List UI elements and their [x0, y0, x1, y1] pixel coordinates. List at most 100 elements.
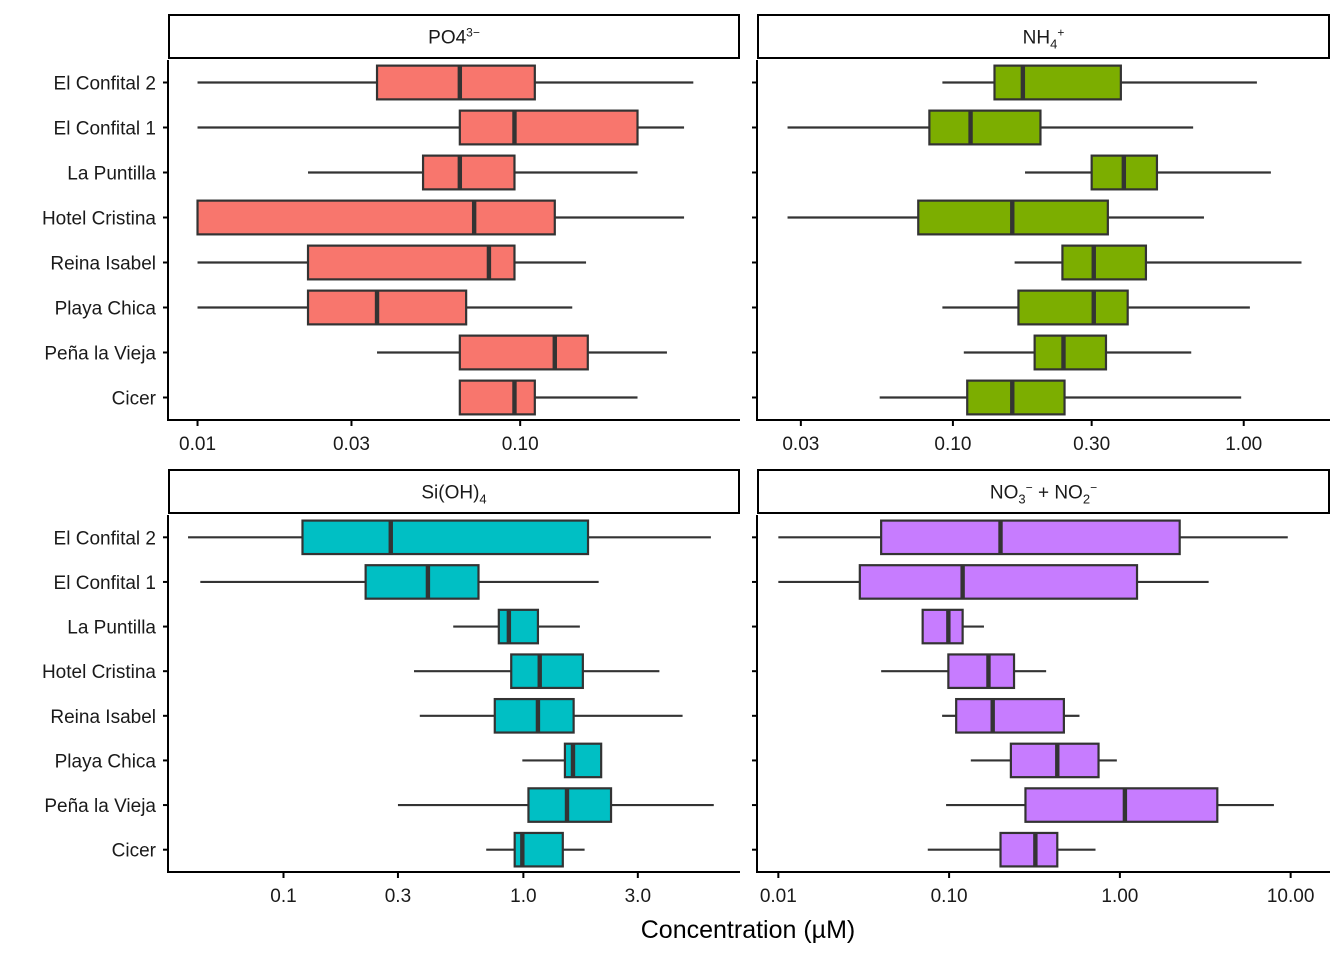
iqr-box [458, 379, 536, 416]
y-tick-label: Playa Chica [55, 299, 157, 320]
strip-title-part: 4 [479, 492, 486, 507]
facet-strip [168, 14, 740, 59]
box-la-puntilla [308, 154, 638, 191]
iqr-box [301, 519, 590, 556]
box-cicer [458, 379, 638, 416]
iqr-box [928, 109, 1042, 146]
strip-title-part: + [1057, 26, 1064, 40]
facet-strip-title: NO3− + NO2− [990, 481, 1097, 507]
iqr-box [880, 519, 1181, 556]
iqr-box [947, 653, 1016, 690]
y-tick-label: Peña la Vieja [44, 344, 156, 365]
box-la-puntilla [921, 608, 984, 645]
box-el-confital-2 [778, 519, 1288, 556]
strip-title-part: 3 [1018, 492, 1025, 507]
iqr-box [510, 653, 584, 690]
x-tick-label: 0.10 [502, 434, 539, 455]
strip-title-part: PO4 [428, 28, 466, 49]
strip-title-part: NH [1023, 28, 1050, 49]
x-tick-label: 1.00 [1225, 434, 1262, 455]
facet-strip-title: NH4+ [1023, 26, 1065, 52]
facet-strip-title: Si(OH)4 [421, 483, 486, 507]
panel-3: Si(OH)4 El Confital 2 El Confital 1 La Punt… [42, 469, 740, 907]
y-tick-label: Cicer [112, 389, 157, 410]
y-tick-label: La Puntilla [67, 618, 156, 639]
x-tick-label: 0.1 [270, 886, 296, 907]
box-reina-isabel [1014, 244, 1302, 281]
facet-strip [168, 469, 740, 514]
strip-title-part: 3− [466, 26, 480, 40]
box-playa-chica [522, 742, 603, 779]
iqr-box [1033, 334, 1108, 371]
iqr-box [527, 787, 613, 823]
box-pena-la-vieja [397, 787, 714, 823]
y-tick-label: Reina Isabel [50, 707, 156, 728]
box-reina-isabel [419, 697, 683, 734]
box-hotel-cristina [414, 653, 660, 690]
y-tick-label: El Confital 2 [54, 528, 156, 549]
box-cicer [927, 831, 1096, 868]
x-tick-label: 1.00 [1101, 886, 1138, 907]
iqr-box [955, 697, 1065, 734]
strip-title-part: 2 [1083, 492, 1090, 507]
box-reina-isabel [942, 697, 1080, 734]
y-tick-label: El Confital 1 [54, 119, 156, 140]
box-hotel-cristina [881, 653, 1047, 690]
iqr-box [196, 199, 556, 236]
iqr-box [458, 109, 639, 146]
box-cicer [879, 379, 1242, 416]
box-pena-la-vieja [963, 334, 1192, 371]
iqr-box [493, 697, 575, 734]
box-el-confital-2 [942, 64, 1257, 101]
x-axis-title: Concentration (µM) [641, 916, 855, 944]
panel-4: NO3− + NO2− 0.01 0.10 1.00 10.00 [752, 469, 1330, 907]
facet-strip [757, 14, 1330, 59]
iqr-box [921, 608, 964, 645]
iqr-box [993, 64, 1122, 101]
y-tick-label: El Confital 1 [54, 573, 156, 594]
y-tick-label: Peña la Vieja [44, 796, 156, 817]
y-tick-label: La Puntilla [67, 164, 156, 185]
iqr-box [999, 831, 1059, 868]
strip-title-part: Si(OH) [421, 483, 479, 504]
box-la-puntilla [1025, 154, 1271, 191]
facet-strip [757, 469, 1330, 514]
box-la-puntilla [453, 608, 580, 645]
iqr-box [966, 379, 1066, 416]
y-tick-label: Reina Isabel [50, 254, 156, 275]
x-tick-label: 0.3 [385, 886, 411, 907]
box-pena-la-vieja [946, 787, 1274, 823]
iqr-box [364, 564, 480, 600]
y-tick-label: Cicer [112, 841, 157, 862]
box-playa-chica [197, 289, 573, 326]
x-tick-label: 0.03 [782, 434, 819, 455]
x-tick-label: 0.01 [760, 886, 797, 907]
box-pena-la-vieja [377, 334, 667, 371]
box-el-confital-1 [200, 564, 599, 600]
x-tick-label: 10.00 [1267, 886, 1315, 907]
box-el-confital-1 [778, 564, 1209, 600]
x-tick-label: 3.0 [625, 886, 651, 907]
iqr-box [306, 244, 516, 281]
x-tick-label: 0.10 [931, 886, 968, 907]
y-tick-label: Playa Chica [55, 751, 157, 772]
strip-title-part: − [1026, 481, 1033, 495]
x-tick-label: 0.10 [934, 434, 971, 455]
strip-title-part: + NO [1033, 483, 1083, 504]
y-tick-label: El Confital 2 [54, 74, 156, 95]
strip-title-part: − [1090, 481, 1097, 495]
iqr-box [1017, 289, 1129, 326]
x-tick-label: 0.30 [1073, 434, 1110, 455]
box-playa-chica [942, 289, 1250, 326]
box-hotel-cristina [196, 199, 685, 236]
box-el-confital-1 [197, 109, 685, 146]
iqr-box [858, 564, 1139, 600]
box-el-confital-2 [188, 519, 711, 556]
x-tick-label: 0.03 [333, 434, 370, 455]
x-tick-label: 0.01 [179, 434, 216, 455]
box-playa-chica [970, 742, 1117, 779]
facet-strip-title: PO43− [428, 26, 480, 49]
iqr-box [563, 742, 603, 779]
box-el-confital-1 [787, 109, 1194, 146]
y-tick-label: Hotel Cristina [42, 662, 156, 683]
